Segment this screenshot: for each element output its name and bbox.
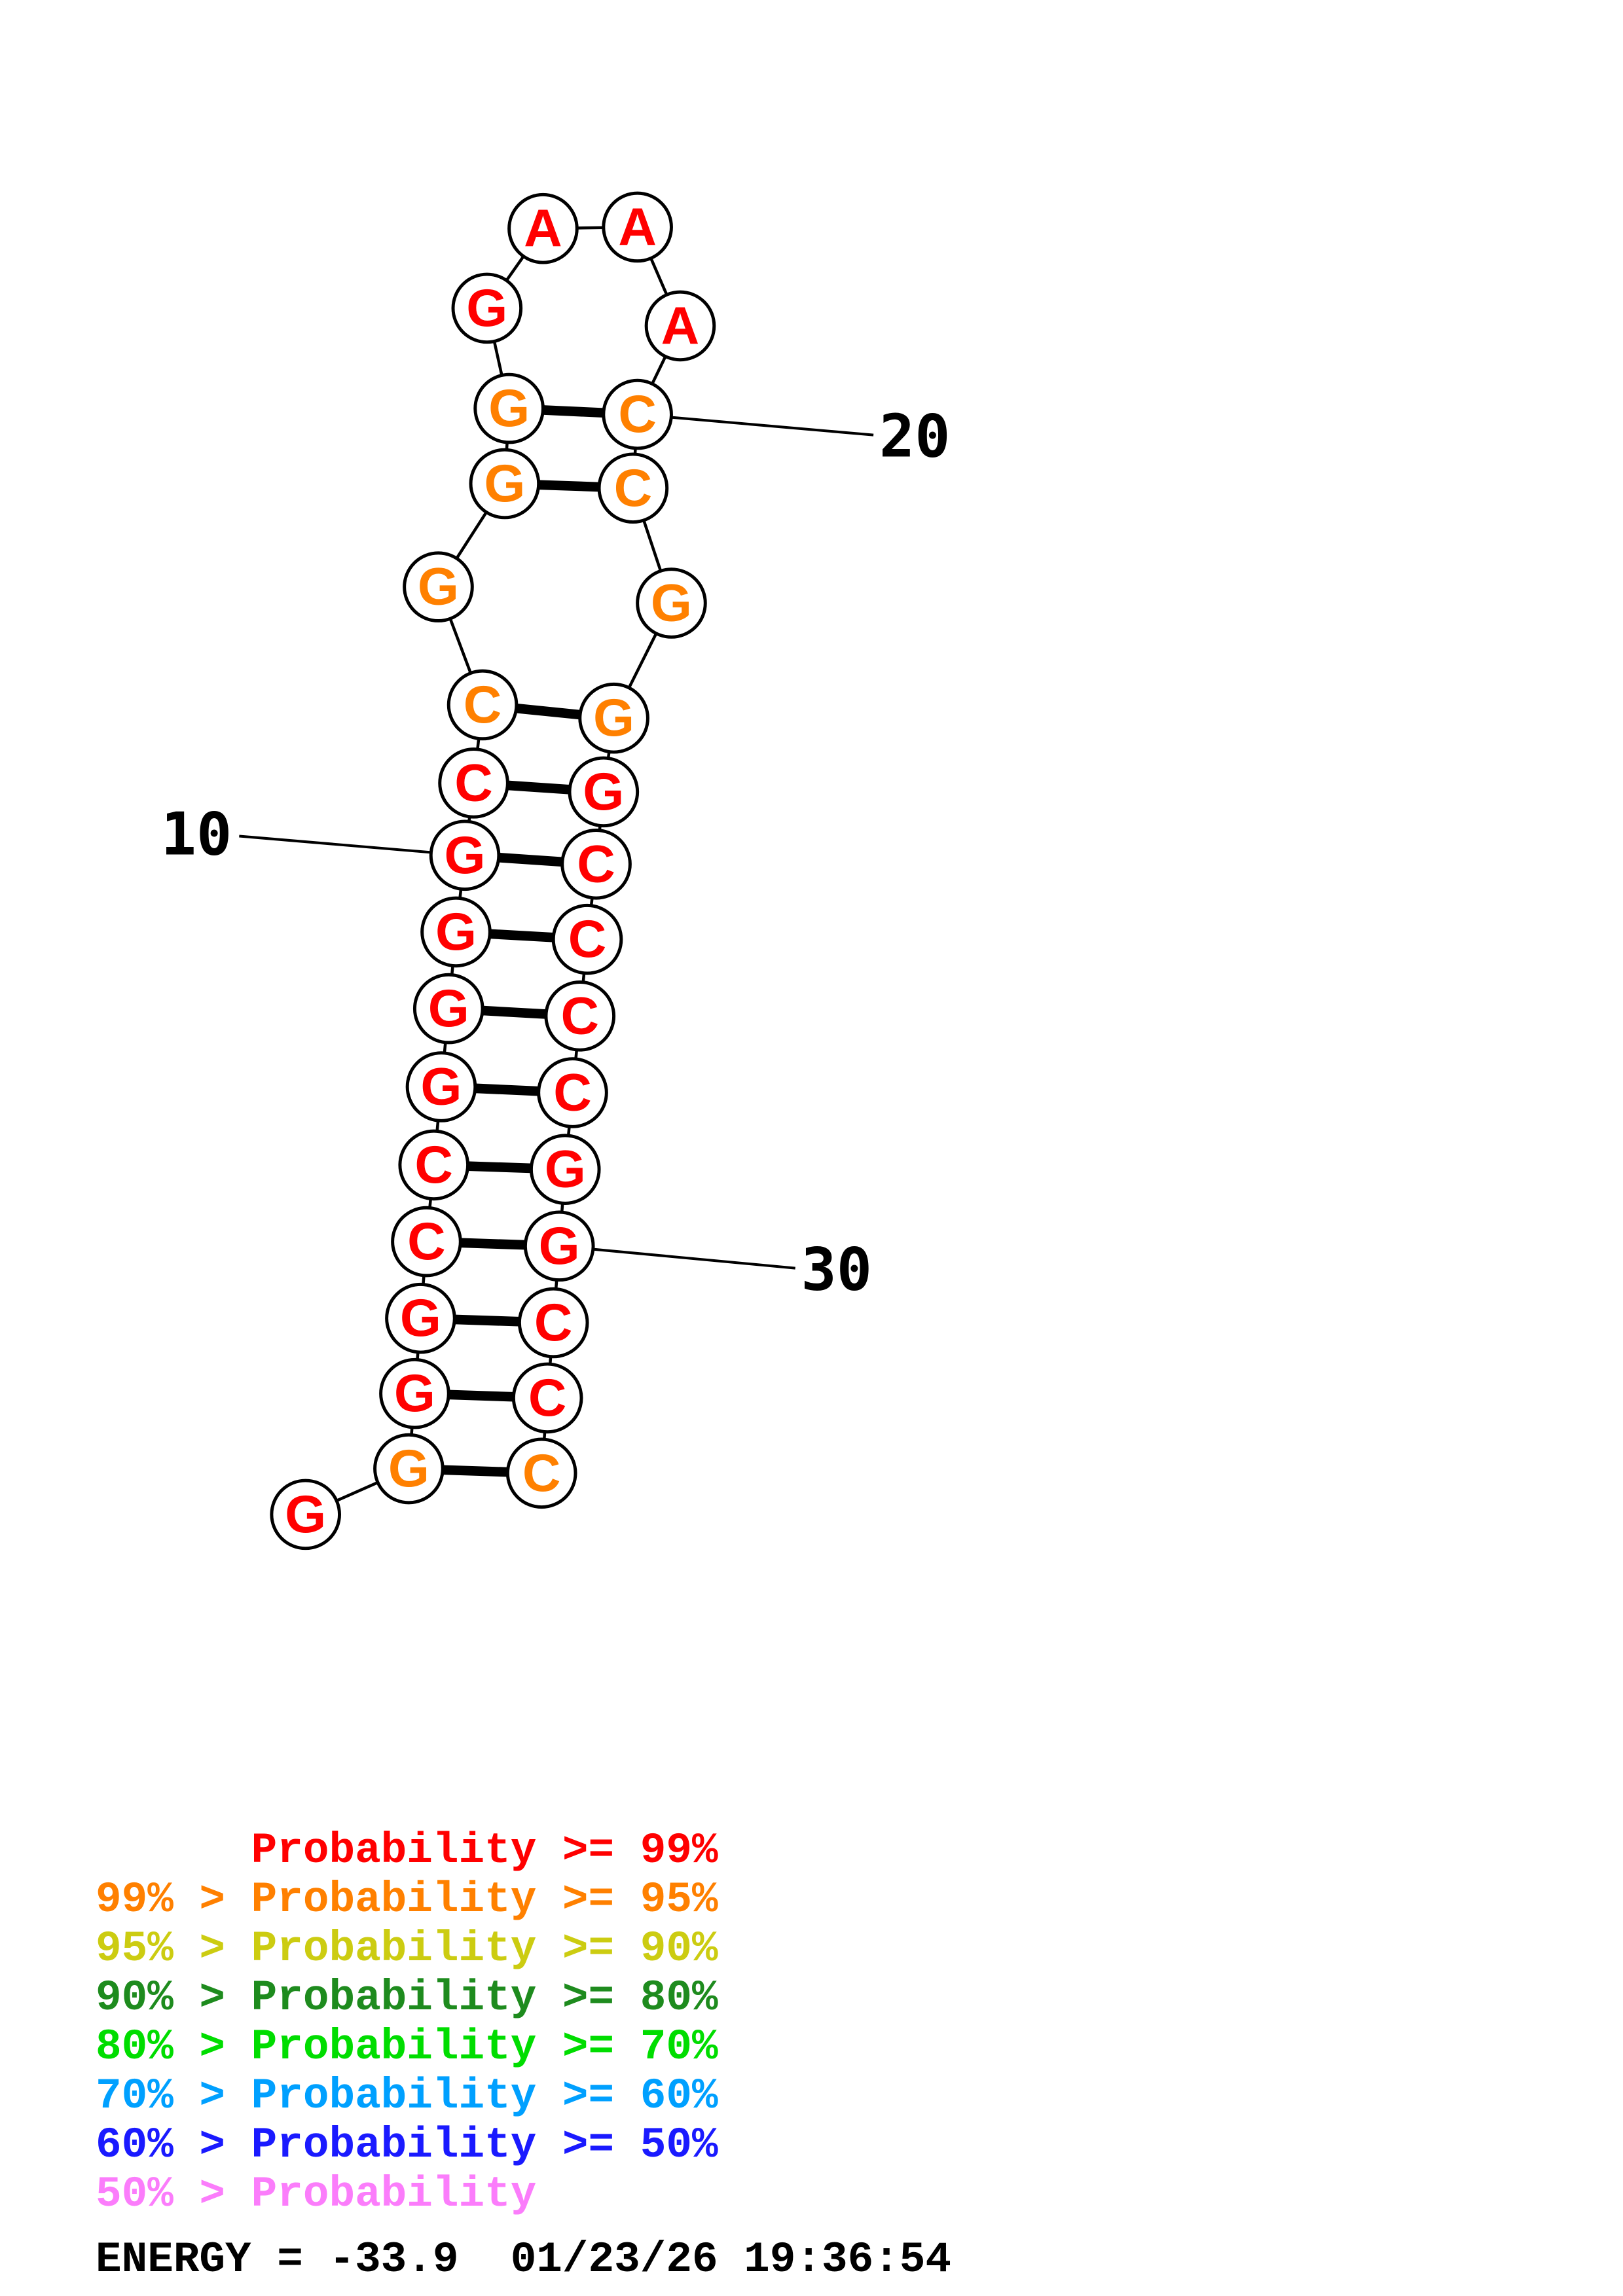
label-leader-line: [559, 1244, 795, 1270]
nucleotide-circle: [602, 191, 673, 263]
sequence-number-label: 20: [879, 402, 951, 471]
nucleotide-base: C: [454, 753, 493, 812]
nucleotide-circle: [507, 192, 579, 264]
legend-entry: 70% > Probability >= 60%: [96, 2072, 718, 2121]
legend-entry: Probability >= 99%: [96, 1826, 718, 1875]
nucleotide-circle: [578, 682, 649, 754]
nucleotide-circle: [405, 1051, 477, 1122]
sequence-number-label: 10: [161, 800, 232, 869]
nucleotide-base: C: [522, 1444, 561, 1503]
legend-entry: 80% > Probability >= 70%: [96, 2022, 718, 2072]
nucleotide-base: C: [614, 459, 653, 518]
nucleotide-circle: [644, 290, 716, 362]
nucleotide-base: G: [428, 979, 469, 1038]
nucleotide-base: G: [484, 454, 525, 513]
nucleotide-base: C: [528, 1369, 567, 1427]
nucleotide-circle: [447, 669, 519, 741]
nucleotide-circle: [379, 1357, 450, 1429]
nucleotide-base: C: [534, 1293, 573, 1352]
nucleotide-circle: [551, 903, 623, 975]
nucleotide-circle: [568, 756, 640, 828]
nucleotide-base: C: [414, 1136, 453, 1194]
nucleotide-circle: [517, 1287, 589, 1359]
energy-line: ENERGY = -33.9 01/23/26 19:36:54: [96, 2235, 952, 2284]
nucleotide-circle: [537, 1057, 608, 1128]
label-leader-line: [239, 834, 465, 857]
nucleotide-base: G: [488, 379, 530, 438]
nucleotide-base: C: [618, 385, 657, 444]
nucleotide-circle: [270, 1479, 342, 1551]
nucleotide-base: G: [435, 903, 477, 961]
nucleotide-base: C: [407, 1212, 446, 1271]
nucleotide-base: G: [420, 1057, 462, 1116]
nucleotide-circle: [412, 973, 484, 1045]
nucleotide-circle: [529, 1134, 601, 1205]
nucleotide-circle: [511, 1362, 583, 1434]
nucleotide-circle: [385, 1282, 456, 1354]
nucleotide-circle: [373, 1433, 445, 1505]
legend-entry: 60% > Probability >= 50%: [96, 2121, 718, 2170]
nucleotide-base: G: [394, 1364, 435, 1423]
nucleotide-base: C: [464, 675, 502, 734]
nucleotide-base: G: [583, 762, 624, 821]
nucleotide-circle: [398, 1129, 470, 1201]
nucleotide-circle: [636, 567, 707, 639]
nucleotide-circle: [391, 1206, 462, 1278]
nucleotide-base: C: [577, 834, 615, 893]
nucleotide-base: G: [466, 279, 507, 338]
nucleotide-circle: [523, 1210, 595, 1282]
sequence-number-label: 30: [801, 1235, 873, 1304]
legend-entry: 90% > Probability >= 80%: [96, 1973, 718, 2022]
nucleotide-base: A: [524, 199, 562, 258]
nucleotide-circle: [602, 378, 673, 450]
nucleotide-base: G: [400, 1289, 441, 1348]
legend-entry: 99% > Probability >= 95%: [96, 1875, 718, 1924]
nucleotide-circle: [505, 1437, 577, 1509]
nucleotide-base: G: [418, 558, 459, 617]
nucleotide-base: G: [545, 1140, 586, 1199]
legend-entry: 50% > Probability: [96, 2170, 537, 2219]
probability-legend: Probability >= 99% 99% > Probability >= 9…: [96, 1826, 718, 2219]
nucleotide-circle: [403, 551, 474, 623]
nucleotide-circle: [420, 896, 492, 968]
nucleotide-base: G: [651, 573, 692, 632]
nucleotide-base: G: [593, 689, 634, 747]
nucleotide-base: C: [553, 1064, 592, 1122]
nucleotide-base: G: [285, 1485, 326, 1544]
legend-entry: 95% > Probability >= 90%: [96, 1924, 718, 1973]
nucleotide-circle: [544, 980, 616, 1052]
label-leader-line: [637, 413, 874, 437]
nucleotide-circle: [560, 828, 632, 900]
nucleotide-base: G: [539, 1217, 580, 1276]
nucleotide-circle: [451, 272, 523, 344]
nucleotide-base: A: [618, 198, 657, 257]
nucleotide-base: A: [661, 296, 700, 355]
nucleotide-circle: [438, 747, 509, 819]
nucleotide-base: C: [568, 910, 607, 969]
nucleotide-base: G: [388, 1439, 429, 1498]
nucleotide-base: G: [444, 826, 485, 885]
nucleotide-base: C: [560, 986, 599, 1045]
nucleotide-circle: [473, 372, 545, 444]
nucleotide-circle: [597, 452, 669, 524]
nucleotide-circle: [429, 819, 501, 891]
nucleotide-circle: [469, 448, 541, 520]
